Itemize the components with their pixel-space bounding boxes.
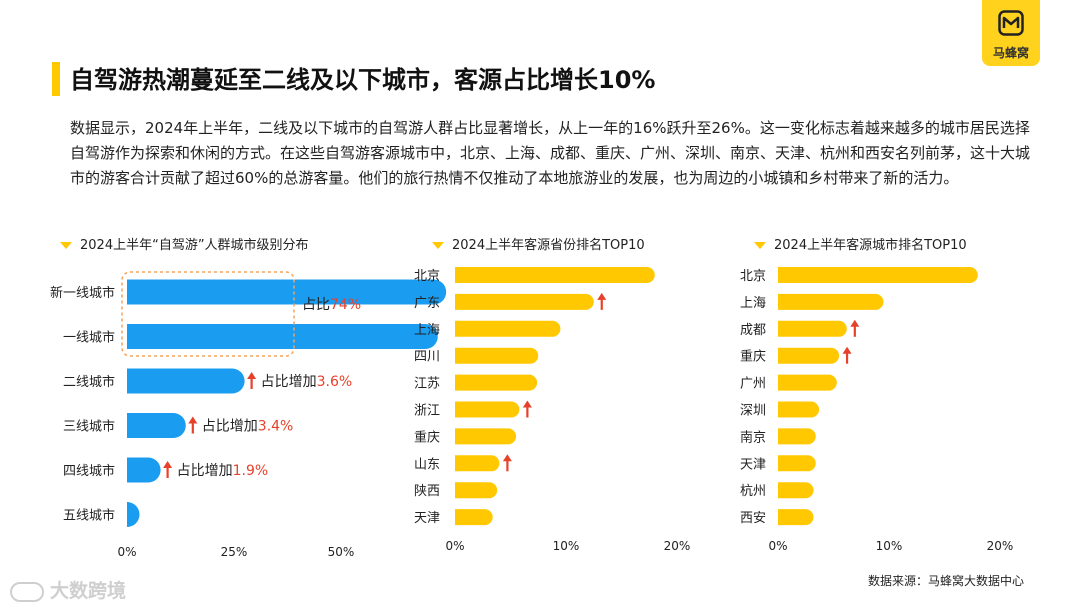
chart2-bar <box>455 374 538 391</box>
chart1-x-tick: 0% <box>117 545 136 559</box>
chart3-bar <box>778 320 847 337</box>
chart1-up-arrow-icon <box>163 461 173 478</box>
chart2-category-label: 天津 <box>414 511 440 526</box>
chart2-x-tick: 20% <box>664 539 691 553</box>
chart2-up-arrow-icon <box>502 454 512 472</box>
chart3-heading: 2024上半年客源城市排名TOP10 <box>754 234 967 253</box>
chart2-bar <box>455 320 561 337</box>
chart3-category-label: 北京 <box>740 269 766 284</box>
chart2-x-tick: 0% <box>445 539 464 553</box>
watermark-text: 大数跨境 <box>50 580 127 602</box>
triangle-bullet-icon <box>754 242 766 249</box>
chart3-bar <box>778 401 820 418</box>
chart2-bar <box>455 401 520 418</box>
chart3-bar <box>778 374 837 391</box>
chart1-bar <box>127 368 245 394</box>
chart3-category-label: 深圳 <box>740 404 766 419</box>
chart2-category-label: 上海 <box>414 323 440 338</box>
logo-text: 马蜂窝 <box>992 46 1029 60</box>
chart2-up-arrow-icon <box>597 292 607 310</box>
chart3-category-label: 重庆 <box>740 349 766 365</box>
chart1-bar <box>127 457 161 483</box>
chart3-bar <box>778 455 816 472</box>
chart3-x-tick: 10% <box>876 539 903 553</box>
chart3-category-label: 天津 <box>740 457 766 472</box>
watermark-logo-icon <box>10 581 44 602</box>
chart2-up-arrow-icon <box>522 400 532 418</box>
chart3-x-tick: 20% <box>987 539 1014 553</box>
chart1-up-arrow-icon <box>188 416 198 434</box>
chart2-bar <box>455 509 493 526</box>
chart3-bar <box>778 267 978 283</box>
chart1-category-label: 一线城市 <box>63 330 115 346</box>
chart2-x-tick: 10% <box>553 539 580 553</box>
chart1-bar <box>127 279 447 305</box>
page-title: 自驾游热潮蔓延至二线及以下城市，客源占比增长10% <box>70 66 656 94</box>
chart3-x-tick: 0% <box>768 539 787 553</box>
chart1-category-label: 新一线城市 <box>50 285 115 301</box>
chart1-category-label: 四线城市 <box>63 463 115 479</box>
chart1-x-tick: 50% <box>328 545 355 559</box>
chart2-title: 2024上半年客源省份排名TOP10 <box>452 238 645 253</box>
title-accent-bar <box>52 62 60 96</box>
chart2-bar <box>455 455 500 472</box>
chart2-heading: 2024上半年客源省份排名TOP10 <box>432 234 645 253</box>
data-source: 数据来源：马蜂窝大数据中心 <box>868 574 1025 588</box>
chart1-bar-annotation: 占比增加3.4% <box>202 419 294 435</box>
chart3-category-label: 上海 <box>740 296 766 311</box>
chart1-bar <box>127 413 186 438</box>
triangle-bullet-icon <box>60 242 72 249</box>
chart1-bar <box>127 502 140 527</box>
chart2-category-label: 北京 <box>414 269 440 284</box>
chart3-bar <box>778 347 840 364</box>
chart2-bar <box>455 347 539 364</box>
chart3-category-label: 西安 <box>740 511 766 526</box>
triangle-bullet-icon <box>432 242 444 249</box>
chart3-category-label: 南京 <box>740 429 766 445</box>
chart1-category-label: 三线城市 <box>63 419 115 435</box>
chart2-bar <box>455 428 517 445</box>
chart1-category-label: 二线城市 <box>63 374 115 390</box>
chart1-bar-annotation: 占比增加1.9% <box>177 463 269 479</box>
chart2-category-label: 四川 <box>414 350 440 365</box>
chart1-heading: 2024上半年“自驾游”人群城市级别分布 <box>60 234 309 253</box>
chart1-bar <box>127 324 438 349</box>
chart2-category-label: 江苏 <box>414 376 440 392</box>
chart3-up-arrow-icon <box>850 319 860 337</box>
chart2-category-label: 山东 <box>414 457 440 472</box>
mafengwo-m-icon <box>998 10 1024 36</box>
chart1-group-annotation: 占比74% <box>302 297 361 313</box>
chart2-bar <box>455 293 594 310</box>
chart3-bar <box>778 293 884 310</box>
chart3-up-arrow-icon <box>842 346 852 364</box>
chart3-category-label: 成都 <box>740 323 766 338</box>
chart3-category-label: 广州 <box>740 377 766 392</box>
mafengwo-logo: 马蜂窝 <box>982 0 1040 66</box>
chart3-bar <box>778 482 814 499</box>
chart2-bar <box>455 267 655 283</box>
chart3-category-label: 杭州 <box>740 484 766 499</box>
chart1-bar-annotation: 占比增加3.6% <box>261 374 353 390</box>
chart2-category-label: 陕西 <box>414 484 440 499</box>
chart2-category-label: 广东 <box>414 296 440 311</box>
chart2-category-label: 重庆 <box>414 429 440 445</box>
chart1-title: 2024上半年“自驾游”人群城市级别分布 <box>80 238 309 253</box>
chart3-bar <box>778 428 816 445</box>
chart3-bar <box>778 509 814 526</box>
chart1-x-tick: 25% <box>221 545 248 559</box>
watermark: 大数跨境 <box>10 576 126 603</box>
chart3-title: 2024上半年客源城市排名TOP10 <box>774 238 967 253</box>
chart1-group-box <box>121 271 295 357</box>
chart1-up-arrow-icon <box>247 372 257 389</box>
intro-paragraph: 数据显示，2024年上半年，二线及以下城市的自驾游人群占比显著增长，从上一年的1… <box>70 119 1031 187</box>
chart2-category-label: 浙江 <box>414 404 440 419</box>
chart1-category-label: 五线城市 <box>63 508 115 524</box>
chart2-bar <box>455 482 498 499</box>
